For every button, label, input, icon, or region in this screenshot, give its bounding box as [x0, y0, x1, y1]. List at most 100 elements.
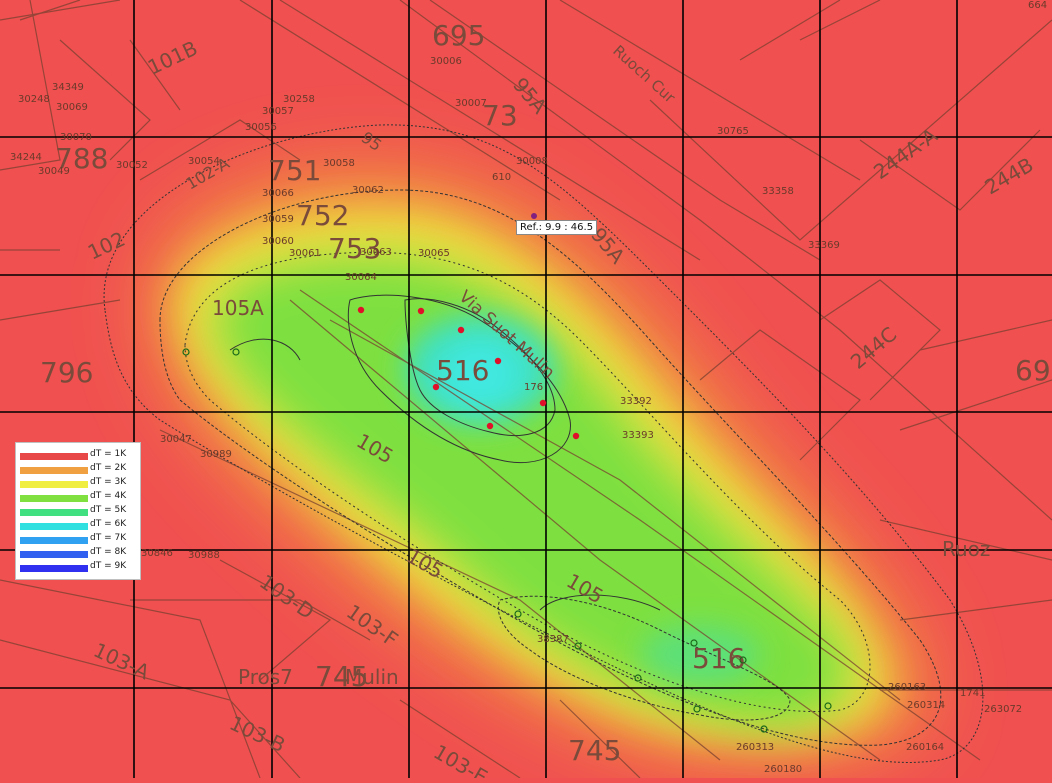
legend-item: dT = 7K [20, 533, 138, 546]
parcel-number: 30063 [360, 247, 392, 258]
parcel-number: 263072 [984, 704, 1022, 715]
parcel-number: 260314 [907, 700, 945, 711]
parcel-number: 38387 [537, 634, 569, 645]
legend-item: dT = 1K [20, 449, 138, 462]
parcel-number: 30007 [455, 98, 487, 109]
parcel-number: 30062 [352, 185, 384, 196]
borehole-marker [572, 432, 580, 440]
parcel-number: 30006 [430, 56, 462, 67]
parcel-number: 34244 [10, 152, 42, 163]
parcel-number: 30047 [160, 434, 192, 445]
parcel-label: Ruoz [942, 537, 990, 561]
legend-item: dT = 6K [20, 519, 138, 532]
borehole-marker [432, 383, 440, 391]
borehole-marker [634, 674, 642, 682]
borehole-marker [494, 357, 502, 365]
parcel-number: 260313 [736, 742, 774, 753]
parcel-number: 260180 [764, 764, 802, 775]
parcel-number: 30061 [289, 248, 321, 259]
parcel-labels-large: 695 73 788 751 752 753 796 516 516 745 7… [40, 19, 1051, 767]
parcel-number: 30069 [56, 102, 88, 113]
parcel-label: 695 [432, 19, 485, 52]
parcel-number: 30056 [245, 122, 277, 133]
parcel-label: 105A [212, 296, 264, 320]
parcel-number: 30765 [717, 126, 749, 137]
borehole-marker [232, 348, 240, 356]
parcel-number: 33369 [808, 240, 840, 251]
borehole-marker [457, 326, 465, 334]
parcel-label: 69 [1015, 354, 1051, 387]
parcel-label: 516 [436, 354, 489, 387]
borehole-marker [739, 656, 747, 664]
parcel-number: 260164 [906, 742, 944, 753]
parcel-number: 30988 [188, 550, 220, 561]
parcel-number: 30066 [262, 188, 294, 199]
parcel-number: 260163 [888, 682, 926, 693]
isotherm-contours [103, 124, 984, 763]
legend-item: dT = 5K [20, 505, 138, 518]
borehole-marker [574, 642, 582, 650]
parcel-number: 33393 [622, 430, 654, 441]
parcel-label: 752 [296, 199, 349, 232]
parcel-label: 796 [40, 356, 93, 389]
parcel-label: 751 [268, 154, 321, 187]
parcel-number: 30058 [323, 158, 355, 169]
heat-green-layer [215, 257, 851, 726]
borehole-markers-hot [357, 306, 580, 440]
borehole-marker [824, 702, 832, 710]
parcel-number: 30060 [262, 236, 294, 247]
parcel-number: 33358 [762, 186, 794, 197]
temperature-legend: dT = 1K dT = 2K dT = 3K dT = 4K dT = 5K … [15, 442, 141, 580]
parcel-label: 788 [55, 142, 108, 175]
legend-item: dT = 3K [20, 477, 138, 490]
parcel-number: 610 [492, 172, 511, 183]
parcel-number: 34349 [52, 82, 84, 93]
borehole-marker [760, 725, 768, 733]
parcel-number: 33392 [620, 396, 652, 407]
legend-item: dT = 4K [20, 491, 138, 504]
parcel-labels-small: 30258 30057 30056 30054 30058 30062 3006… [10, 0, 1047, 775]
parcel-number: 30846 [141, 548, 173, 559]
borehole-marker [357, 306, 365, 314]
parcel-number: 30064 [345, 272, 377, 283]
legend-item: dT = 2K [20, 463, 138, 476]
parcel-number: 30070 [60, 132, 92, 143]
parcel-number: 30054 [188, 156, 220, 167]
parcel-number: 30008 [516, 156, 548, 167]
parcel-number: 1741 [960, 688, 985, 699]
parcel-number: 664 [1028, 0, 1047, 11]
parcel-label: Pros7 [238, 665, 293, 689]
parcel-number: 30052 [116, 160, 148, 171]
heat-cyan-layer [405, 315, 760, 685]
parcel-label: 516 [692, 642, 745, 675]
parcel-number: 30049 [38, 166, 70, 177]
parcel-number: 30989 [200, 449, 232, 460]
borehole-marker [693, 705, 701, 713]
borehole-marker [486, 422, 494, 430]
borehole-marker [514, 610, 522, 618]
legend-item: dT = 8K [20, 547, 138, 560]
borehole-marker [182, 348, 190, 356]
parcel-label: Mulin [345, 665, 399, 689]
parcel-label: 753 [328, 232, 381, 265]
parcel-number: 176 [524, 382, 543, 393]
parcel-label: 73 [482, 99, 518, 132]
parcel-label: 745 [568, 734, 621, 767]
borehole-markers-planned [182, 348, 832, 733]
borehole-marker [539, 399, 547, 407]
parcel-number: 30248 [18, 94, 50, 105]
parcel-label: 745 [315, 660, 368, 693]
parcel-number: 30065 [418, 248, 450, 259]
parcel-number: 30057 [262, 106, 294, 117]
borehole-marker [417, 307, 425, 315]
parcel-number: 30059 [262, 214, 294, 225]
reference-point-marker[interactable] [531, 213, 537, 219]
parcel-number: 30258 [283, 94, 315, 105]
reference-point-label: Ref.: 9.9 : 46.5 [516, 220, 598, 235]
legend-item: dT = 9K [20, 561, 138, 574]
borehole-marker [690, 639, 698, 647]
